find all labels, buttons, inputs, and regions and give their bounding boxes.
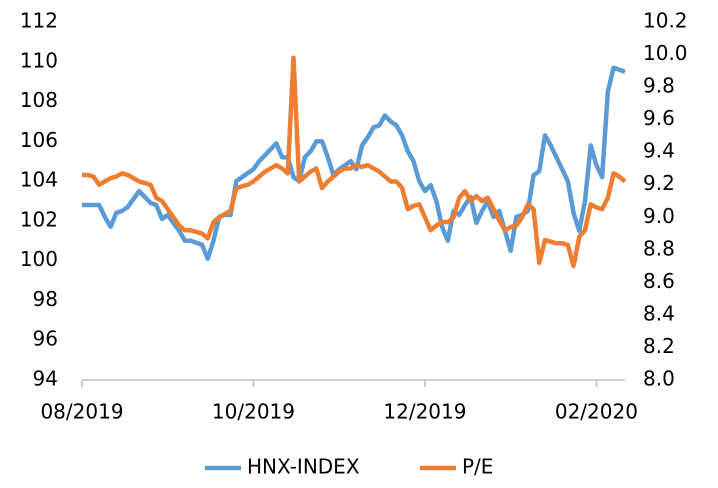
- y-tick-label: 98: [33, 287, 58, 311]
- y-tick-label: 8.4: [643, 301, 675, 325]
- y-tick-label: 9.2: [643, 171, 675, 195]
- x-tick-label: 08/2019: [40, 400, 123, 424]
- y-tick-label: 8.2: [643, 334, 675, 358]
- y-tick-label: 102: [20, 207, 58, 231]
- y-tick-label: 8.6: [643, 269, 675, 293]
- x-tick-label: 02/2020: [555, 400, 638, 424]
- legend-label: P/E: [462, 455, 493, 479]
- x-tick-label: 10/2019: [212, 400, 295, 424]
- line-series: [82, 55, 627, 269]
- y-tick-label: 108: [20, 88, 58, 112]
- y-tick-label: 10.0: [643, 41, 688, 65]
- y-tick-label: 110: [20, 48, 58, 72]
- y-tick-label: 100: [20, 247, 58, 271]
- y-tick-label: 9.0: [643, 204, 675, 228]
- y-tick-label: 8.0: [643, 367, 675, 391]
- y-tick-label: 106: [20, 128, 58, 152]
- y-tick-label: 96: [33, 327, 58, 351]
- y-tick-label: 8.8: [643, 236, 675, 260]
- y-tick-label: 9.4: [643, 139, 675, 163]
- y-tick-label: 10.2: [643, 9, 688, 33]
- y-tick-label: 104: [20, 168, 58, 192]
- line-series: [82, 65, 626, 261]
- y-tick-label: 9.8: [643, 74, 675, 98]
- y-tick-label: 112: [20, 9, 58, 33]
- y-tick-label: 9.6: [643, 106, 675, 130]
- y-tick-label: 94: [33, 367, 58, 391]
- legend-label: HNX-INDEX: [247, 455, 360, 479]
- x-tick-label: 12/2019: [383, 400, 466, 424]
